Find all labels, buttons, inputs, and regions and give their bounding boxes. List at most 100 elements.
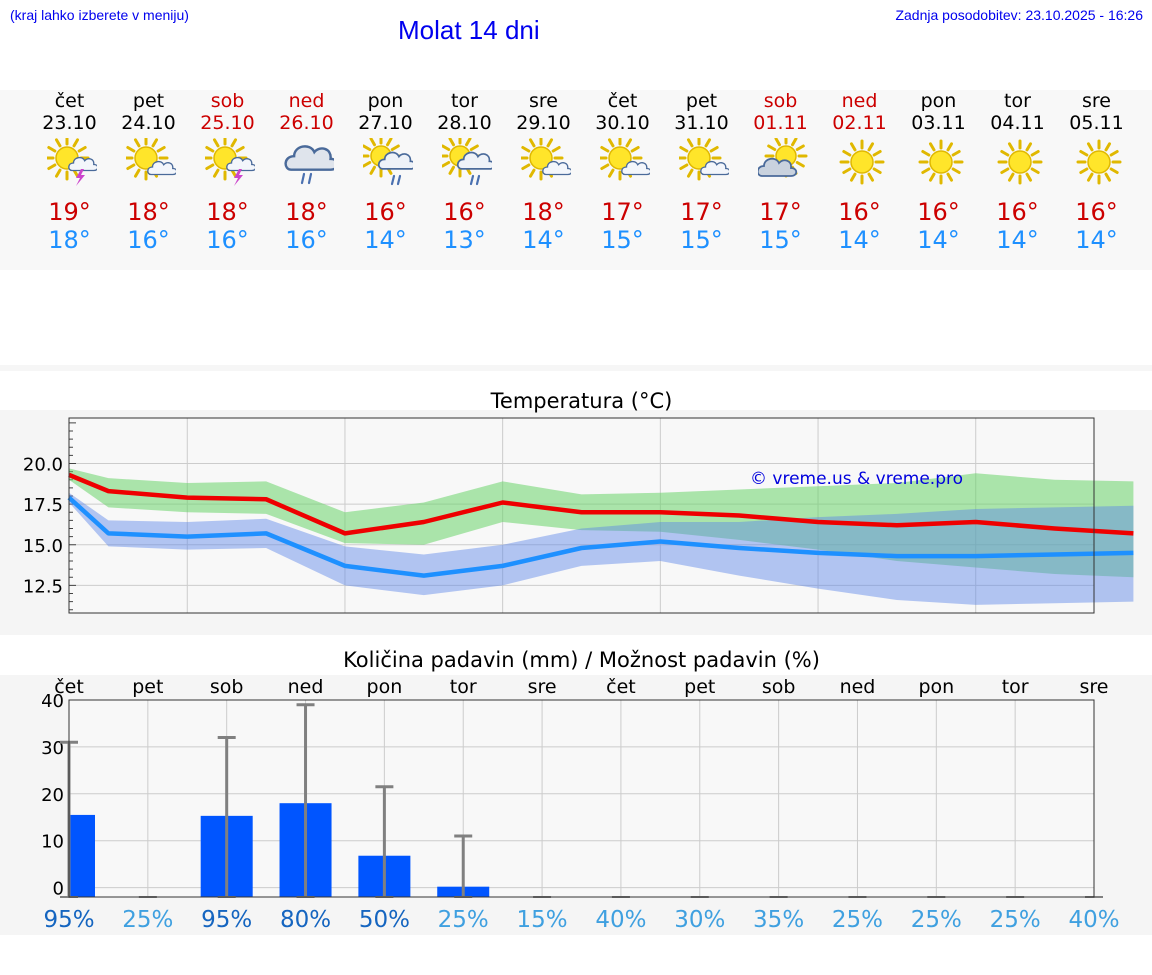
day-date: 29.10 [516,112,571,134]
precipitation-day-label: ned [840,676,876,698]
day-column: ned 02.11 16° 14° [820,90,899,270]
min-temperature: 14° [522,226,565,254]
max-temperature: 18° [522,198,565,226]
daily-forecast-strip: čet 23.10 19° 18° pet 24.10 18° 16° sob 25.10 18° 1… [0,90,1152,270]
precipitation-day-label: čet [54,676,84,698]
day-date: 27.10 [358,112,413,134]
precipitation-day-label: pet [684,676,715,698]
y-tick-label: 20.0 [23,455,63,476]
precipitation-day-label: pon [367,676,403,698]
min-temperature: 16° [206,226,249,254]
day-date: 03.11 [911,112,966,134]
temperature-plot-frame [68,417,1095,614]
precipitation-probability: 95% [201,907,252,933]
precipitation-probability: 30% [674,907,725,933]
day-name: čet [607,90,638,112]
cloud-sun-icon [758,138,808,178]
day-name: pon [367,90,404,112]
day-column: sob 25.10 18° 16° [188,90,267,270]
separator [0,365,1152,371]
min-temperature: 14° [364,226,407,254]
day-name: ned [288,90,325,112]
min-temperature: 16° [127,226,170,254]
day-name: čet [54,90,85,112]
max-temperature: 16° [443,198,486,226]
precipitation-probability: 35% [753,907,804,933]
precipitation-probability: 25% [832,907,883,933]
sun-cloud-rain-icon [363,138,413,186]
sun-small-cloud-icon [521,138,571,181]
precipitation-day-label: čet [606,676,636,698]
max-temperature: 16° [364,198,407,226]
min-temperature: 16° [285,226,328,254]
min-temperature: 14° [996,226,1039,254]
day-date: 04.11 [990,112,1045,134]
day-name: sre [529,90,558,112]
precipitation-day-label: tor [1002,676,1029,698]
max-temperature: 17° [601,198,644,226]
min-temperature-line [67,495,1134,578]
day-date: 31.10 [674,112,729,134]
day-column: tor 28.10 16° 13° [425,90,504,270]
precipitation-probability: 80% [280,907,331,933]
sun-cloud-thunder-icon [205,138,255,186]
day-name: pon [920,90,957,112]
max-temperature: 17° [759,198,802,226]
sun-small-cloud-icon [679,138,729,181]
day-date: 26.10 [279,112,334,134]
min-temperature: 15° [601,226,644,254]
max-temperature: 16° [996,198,1039,226]
day-column: pon 27.10 16° 14° [346,90,425,270]
max-temperature: 17° [680,198,723,226]
precipitation-day-label: sre [1080,676,1109,698]
last-updated: Zadnja posodobitev: 23.10.2025 - 16:26 [895,7,1143,23]
day-date: 25.10 [200,112,255,134]
sun-icon [918,139,964,185]
day-name: pet [685,90,718,112]
sun-icon [839,139,885,185]
day-column: tor 04.11 16° 14° [978,90,1057,270]
day-column: čet 23.10 19° 18° [30,90,109,270]
precipitation-day-label: sob [210,676,244,698]
day-date: 28.10 [437,112,492,134]
min-temperature: 14° [917,226,960,254]
precipitation-probability: 40% [595,907,646,933]
precipitation-day-label: tor [450,676,477,698]
day-date: 05.11 [1069,112,1124,134]
precipitation-probability: 25% [438,907,489,933]
sun-icon [997,139,1043,185]
watermark: © vreme.us & vreme.pro [750,469,963,489]
precipitation-day-label: sre [528,676,557,698]
day-name: pet [132,90,165,112]
y-tick-label: 0 [53,879,64,900]
day-column: sre 05.11 16° 14° [1057,90,1136,270]
y-tick-label: 15.0 [23,536,63,557]
y-tick-label: 10 [41,832,64,853]
min-temperature: 15° [680,226,723,254]
precipitation-probability: 25% [990,907,1041,933]
y-tick-label: 12.5 [23,576,63,597]
precipitation-bar [69,814,95,897]
min-temperature: 18° [48,226,91,254]
day-name: ned [841,90,878,112]
day-name: sob [763,90,798,112]
precipitation-probability: 25% [122,907,173,933]
precipitation-day-label: pet [132,676,163,698]
day-name: tor [451,90,478,112]
day-column: čet 30.10 17° 15° [583,90,662,270]
precipitation-day-label: sob [762,676,796,698]
max-temperature: 16° [917,198,960,226]
y-tick-label: 17.5 [23,495,63,516]
y-tick-label: 30 [41,738,64,759]
day-date: 24.10 [121,112,176,134]
location-hint: (kraj lahko izberete v meniju) [10,7,189,23]
day-date: 02.11 [832,112,887,134]
day-column: sre 29.10 18° 14° [504,90,583,270]
precipitation-probability: 50% [359,907,410,933]
precipitation-day-label: pon [918,676,954,698]
y-tick-label: 20 [41,785,64,806]
precipitation-plot-frame [68,699,1095,898]
max-temperature-line [68,472,1134,536]
day-column: pet 24.10 18° 16° [109,90,188,270]
